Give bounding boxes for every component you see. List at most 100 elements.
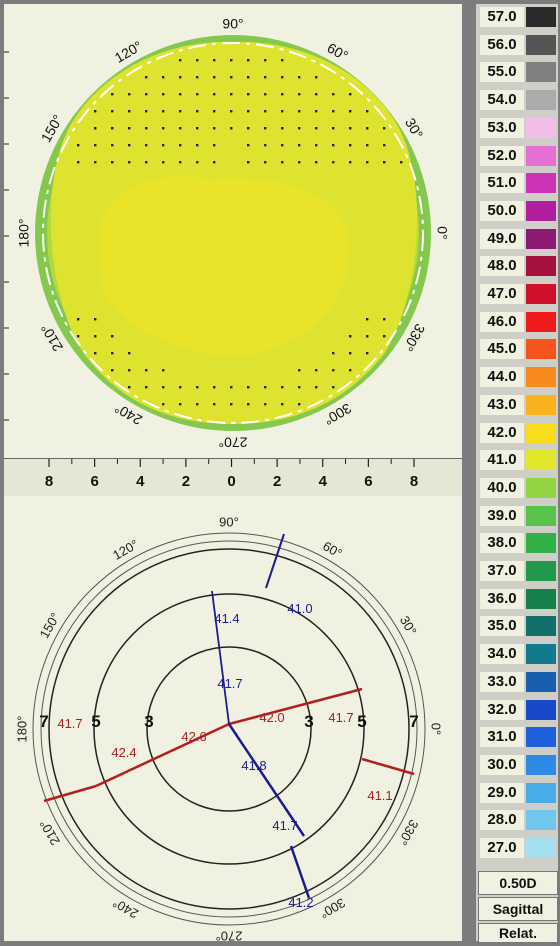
- curvature-map[interactable]: 90°60°30°0°330°300°270°240°210°180°150°1…: [4, 4, 462, 458]
- measurement-dot: [111, 110, 114, 113]
- step-size-label[interactable]: 0.50D: [478, 871, 558, 895]
- measurement-dot: [230, 127, 233, 130]
- measurement-dot: [298, 93, 301, 96]
- measurement-dot: [179, 110, 182, 113]
- measurement-dot: [349, 335, 352, 338]
- keratometry-reading: 41.8: [241, 758, 266, 773]
- measurement-dot: [196, 161, 199, 164]
- ring-label-left: 3: [144, 712, 153, 731]
- measurement-dot: [77, 144, 80, 147]
- x-tick-label: 0: [227, 473, 235, 490]
- scale-entry-label: 48.0: [480, 256, 524, 277]
- measurement-dot: [213, 110, 216, 113]
- measurement-dot: [366, 352, 369, 355]
- scale-entry: 41.0: [476, 447, 558, 473]
- keratometry-diagram[interactable]: 90°60°30°0°330°300°270°240°210°180°150°1…: [4, 496, 462, 943]
- outer-degree-ring-inner: [40, 540, 418, 918]
- scale-entry-label: 47.0: [480, 284, 524, 304]
- measurement-dot: [281, 59, 284, 62]
- scale-entry: 44.0: [476, 364, 558, 390]
- angle-label: 180°: [16, 219, 32, 248]
- measurement-dot: [196, 127, 199, 130]
- measurement-dot: [94, 144, 97, 147]
- x-tick-label: 4: [136, 473, 145, 490]
- scale-entry-label: 38.0: [480, 533, 524, 554]
- scale-entry: 50.0: [476, 198, 558, 224]
- x-tick-label: 4: [319, 473, 328, 490]
- measurement-dot: [366, 335, 369, 338]
- steep-meridian-inner-right: [228, 687, 363, 726]
- scale-entry-label: 50.0: [480, 200, 524, 221]
- scale-entry-swatch: [526, 727, 556, 748]
- ring-3mm: [146, 646, 312, 812]
- measurement-dot: [179, 59, 182, 62]
- measurement-dot: [315, 161, 318, 164]
- x-tick-label: 8: [45, 473, 53, 490]
- scale-entry-label: 29.0: [480, 782, 524, 803]
- scale-entry: 45.0: [476, 336, 558, 362]
- map-dashed-ring: [42, 42, 424, 424]
- measurement-dot: [332, 93, 335, 96]
- measurement-dot: [196, 59, 199, 62]
- scale-entry-swatch: [526, 394, 556, 415]
- scale-entry-label: 35.0: [480, 616, 524, 637]
- measurement-dot: [264, 127, 267, 130]
- scale-entry-swatch: [526, 117, 556, 138]
- scale-entry-label: 28.0: [480, 810, 524, 831]
- keratometry-readings: 41.0 41.4 41.7 42.6 42.0 41.7 41.7 42.4 41.1 41.8…: [57, 601, 392, 910]
- measurement-dot: [94, 127, 97, 130]
- scale-entry-label: 49.0: [480, 228, 524, 249]
- degree-label: 270°: [216, 929, 243, 941]
- measurement-dot: [162, 386, 165, 389]
- scale-entry-swatch: [526, 754, 556, 775]
- measurement-dot: [298, 369, 301, 372]
- scale-entry-label: 53.0: [480, 117, 524, 138]
- measurement-dot: [247, 93, 250, 96]
- measurement-dot: [230, 403, 233, 406]
- measurement-dot: [128, 352, 131, 355]
- keratometry-reading: 41.0: [287, 601, 312, 616]
- scale-entry: 27.0: [476, 835, 558, 861]
- scale-entry-label: 54.0: [480, 90, 524, 111]
- keratometry-diagram-panel: 90° 60° 30° 0° 330° 300° 270° 240° 210° 180° 150° 1…: [4, 496, 462, 944]
- keratometry-reading: 41.7: [57, 716, 82, 731]
- scale-entry-swatch: [526, 644, 556, 665]
- measurement-dot: [77, 161, 80, 164]
- scale-type-label[interactable]: Relat.: [478, 923, 558, 943]
- measurement-dot: [247, 144, 250, 147]
- flat-meridian-lower: [227, 723, 306, 837]
- scale-entry-label: 33.0: [480, 671, 524, 692]
- measurement-dot: [145, 369, 148, 372]
- scale-entry-swatch: [526, 256, 556, 277]
- measurement-dot: [298, 386, 301, 389]
- measurement-dot: [128, 161, 131, 164]
- measurement-dot: [145, 76, 148, 79]
- measurement-dot: [349, 161, 352, 164]
- meridian-lines: [43, 533, 415, 899]
- scale-entry-swatch: [526, 173, 556, 194]
- measurement-dot: [128, 93, 131, 96]
- degree-label: 120°: [110, 536, 141, 562]
- scale-entry: 40.0: [476, 475, 558, 501]
- scale-entry-swatch: [526, 699, 556, 720]
- measurement-dot: [247, 127, 250, 130]
- measurement-dot: [145, 127, 148, 130]
- map-mode-label[interactable]: Sagittal: [478, 897, 558, 921]
- measurement-dot: [230, 76, 233, 79]
- measurement-dot: [315, 127, 318, 130]
- scale-entry-swatch: [526, 561, 556, 581]
- measurement-dot: [298, 127, 301, 130]
- measurement-dot: [179, 403, 182, 406]
- measurement-dot: [145, 386, 148, 389]
- scale-entry-label: 44.0: [480, 367, 524, 388]
- x-axis-ticks: 8 6 4 2 0 2 4 6 8: [45, 459, 418, 490]
- measurement-dot: [281, 127, 284, 130]
- scale-entry-label: 41.0: [480, 450, 524, 471]
- scale-entry-swatch: [526, 588, 556, 609]
- scale-entry-swatch: [526, 311, 556, 332]
- measurement-dot: [128, 369, 131, 372]
- degree-label: 300°: [317, 895, 348, 921]
- scale-entry-label: 51.0: [480, 173, 524, 194]
- outer-degree-ring: [32, 532, 426, 926]
- scale-entry: 36.0: [476, 586, 558, 612]
